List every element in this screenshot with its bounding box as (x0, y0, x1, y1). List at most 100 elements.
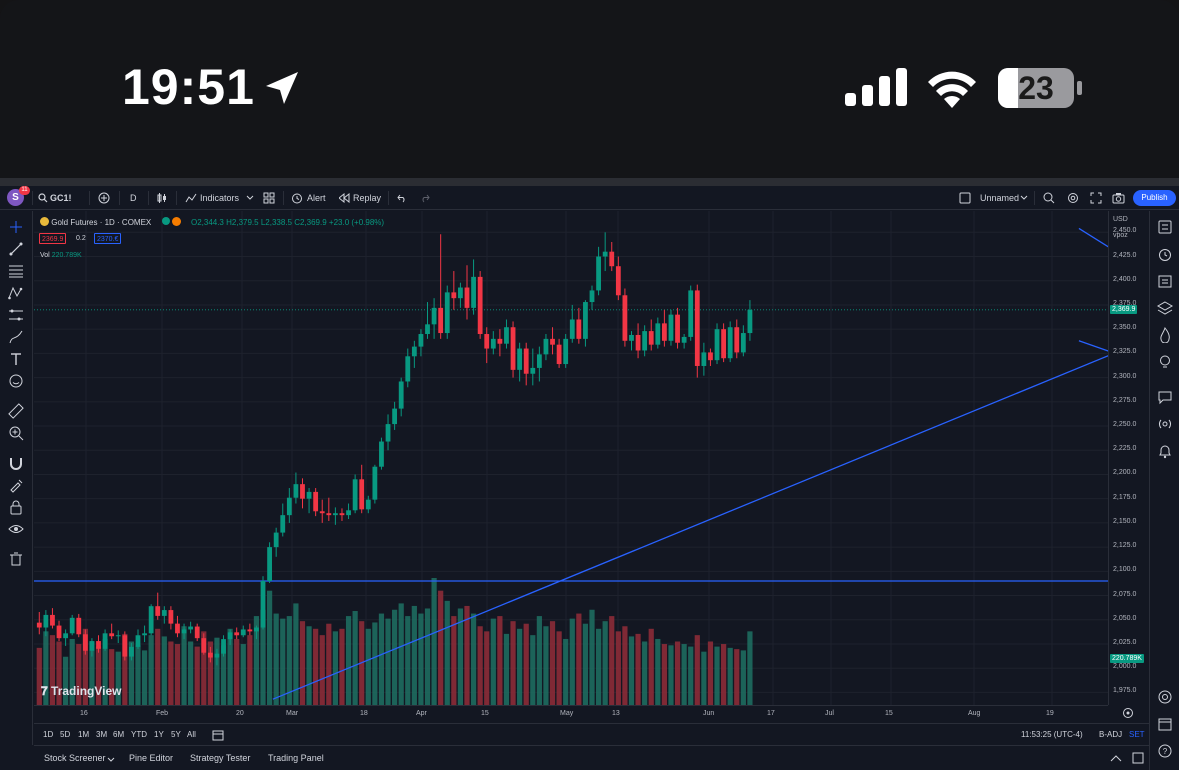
chevron-down-icon[interactable] (1020, 194, 1028, 202)
ideas-bulb-icon[interactable] (1157, 354, 1173, 370)
time-tick-label: 17 (767, 710, 775, 717)
patterns-icon[interactable] (8, 285, 24, 301)
volume-bar-up (220, 645, 227, 705)
quick-search-icon[interactable] (1043, 192, 1055, 204)
brush-icon[interactable] (8, 329, 24, 345)
price-chart[interactable] (34, 211, 1108, 705)
layout-icon[interactable] (959, 192, 971, 204)
price-axis[interactable]: USD vpoz 2,450.0 2,425.0 2,400.0 2,375.0 2,3… (1108, 211, 1149, 705)
magnet-icon[interactable] (8, 455, 24, 471)
trendline-drawings[interactable] (272, 227, 1108, 700)
candle-up (418, 334, 424, 347)
interval-button[interactable]: D (130, 193, 137, 203)
zoom-in-icon[interactable] (8, 425, 24, 441)
tab-pine-editor[interactable]: Pine Editor (129, 753, 174, 763)
compare-add-icon[interactable] (98, 192, 110, 204)
range-button-6m[interactable]: 6M (113, 730, 125, 739)
volume-bar-up (128, 641, 135, 705)
candle-down (76, 617, 82, 635)
alerts-clock-icon[interactable] (1157, 246, 1173, 262)
price-tick-label: 2,450.0 (1113, 227, 1137, 235)
publish-button[interactable]: Publish (1133, 190, 1176, 206)
crosshair-icon[interactable] (8, 219, 24, 235)
maximize-panel-icon[interactable] (1132, 752, 1144, 764)
redo-icon[interactable] (420, 193, 430, 203)
chat-icon[interactable] (1157, 389, 1173, 405)
alert-button[interactable]: Alert (307, 193, 326, 203)
spread-value: 0.2 (76, 235, 86, 242)
indicators-button[interactable]: Indicators (200, 193, 240, 203)
volume-bar-up (668, 645, 674, 705)
unit-label[interactable]: vpoz (1113, 232, 1128, 239)
currency-label[interactable]: USD (1113, 216, 1128, 223)
calendar-icon[interactable] (1157, 716, 1173, 732)
candle-up (267, 547, 272, 582)
candle-up (517, 348, 523, 370)
streams-icon[interactable] (1157, 416, 1173, 432)
range-button-3m[interactable]: 3M (96, 730, 108, 739)
ask-price-button[interactable]: 2370.€ (94, 233, 122, 244)
svg-text:?: ? (1163, 747, 1168, 756)
layout-name[interactable]: Unnamed (980, 193, 1020, 203)
range-button-ytd[interactable]: YTD (131, 730, 147, 739)
text-tool-icon[interactable] (8, 351, 24, 367)
ruler-icon[interactable] (8, 403, 24, 419)
camera-snapshot-icon[interactable] (1112, 192, 1125, 204)
tab-stock-screener[interactable]: Stock Screener (44, 753, 106, 763)
range-button-1y[interactable]: 1Y (154, 730, 164, 739)
trend-line-icon[interactable] (8, 241, 24, 257)
range-button-all[interactable]: All (187, 730, 196, 739)
emoji-icon[interactable] (8, 373, 24, 389)
session-toggle[interactable]: SET (1129, 730, 1145, 739)
tab-strategy-tester[interactable]: Strategy Tester (190, 753, 251, 763)
templates-grid-icon[interactable] (263, 192, 275, 204)
legend-title[interactable]: Gold Futures · 1D · COMEX (51, 218, 152, 227)
goto-realtime-icon[interactable] (1122, 707, 1134, 719)
adjustment-toggle[interactable]: B-ADJ (1099, 730, 1123, 739)
chevron-up-icon[interactable] (1110, 753, 1122, 763)
watchlist-icon[interactable] (1157, 219, 1173, 235)
replay-button[interactable]: Replay (353, 193, 382, 203)
layers-icon[interactable] (1157, 300, 1173, 316)
chevron-down-icon[interactable] (246, 194, 254, 202)
indicators-icon (185, 193, 197, 203)
bid-price-button[interactable]: 2369.9 (39, 233, 67, 244)
candle-up (569, 319, 575, 339)
drawing-mode-icon[interactable] (8, 477, 24, 493)
price-tick-label: 2,100.0 (1113, 566, 1137, 574)
range-button-1m[interactable]: 1M (78, 730, 90, 739)
symbol-search[interactable]: GC1! (50, 193, 72, 203)
data-window-icon[interactable] (1157, 273, 1173, 289)
tab-trading-panel[interactable]: Trading Panel (268, 753, 324, 763)
range-button-5d[interactable]: 5D (60, 730, 71, 739)
undo-icon[interactable] (397, 193, 407, 203)
fib-retracement-icon[interactable] (8, 263, 24, 279)
forecasting-icon[interactable] (8, 307, 24, 323)
range-button-5y[interactable]: 5Y (171, 730, 181, 739)
volume-bar-down (326, 623, 332, 705)
session-clock[interactable]: 11:53:25 (UTC-4) (1021, 730, 1083, 739)
time-axis[interactable]: 16 Feb 20 Mar 18 Apr 15 May 13 Jun 17 Jul 15 Aug 19 (34, 705, 1108, 723)
calendar-goto-icon[interactable] (212, 729, 224, 741)
candle-up (411, 346, 417, 357)
candles-style-icon[interactable] (156, 192, 168, 204)
chevron-down-icon[interactable] (107, 756, 115, 764)
fullscreen-icon[interactable] (1090, 192, 1102, 204)
notifications-bell-icon[interactable] (1157, 443, 1173, 459)
toolbar-divider (119, 191, 120, 205)
price-tick-label: 2,000.0 (1113, 663, 1137, 671)
candle-up (352, 479, 358, 511)
lock-icon[interactable] (8, 499, 24, 515)
volume-bar-down (155, 628, 161, 705)
trendline (1078, 227, 1108, 248)
hotlists-flame-icon[interactable] (1157, 327, 1173, 343)
trash-icon[interactable] (8, 551, 24, 567)
volume-bar-down (477, 626, 483, 705)
target-icon[interactable] (1157, 689, 1173, 705)
eye-icon[interactable] (8, 521, 24, 537)
range-button-1d[interactable]: 1D (43, 730, 54, 739)
settings-gear-icon[interactable] (1067, 192, 1079, 204)
candle-up (602, 251, 608, 257)
help-icon[interactable]: ? (1157, 743, 1173, 759)
search-icon[interactable] (38, 193, 48, 203)
